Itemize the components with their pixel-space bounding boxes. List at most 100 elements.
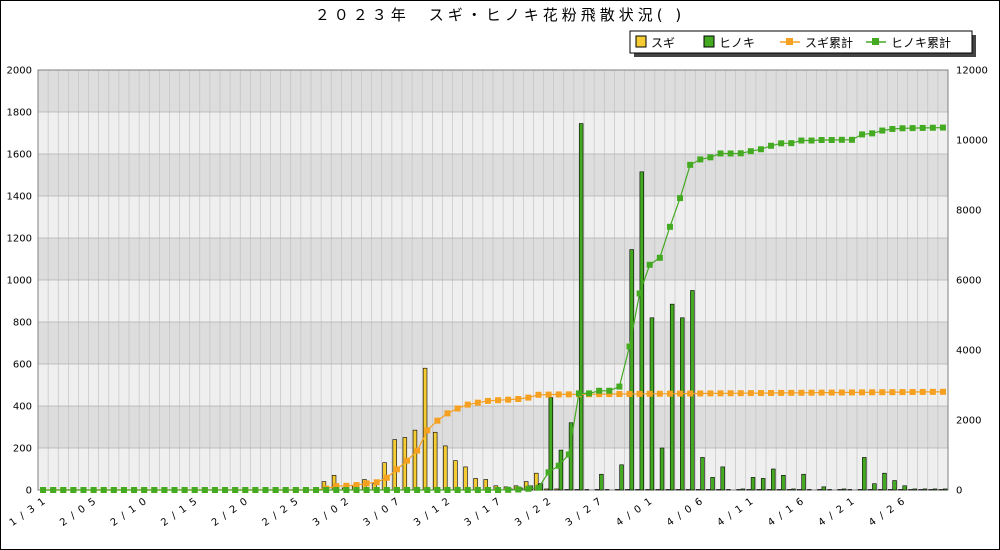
- point-hinoki-cumulative: [798, 137, 805, 144]
- bar-hinoki: [690, 290, 695, 491]
- bar-hinoki: [619, 464, 624, 491]
- bar-sugi: [746, 489, 751, 491]
- point-hinoki-cumulative: [363, 487, 370, 493]
- y-left-tick-label: 600: [13, 360, 32, 371]
- y-right-tick-label: 0: [956, 486, 962, 497]
- bar-hinoki: [882, 472, 887, 491]
- point-sugi-cumulative: [454, 405, 461, 412]
- point-hinoki-cumulative: [515, 486, 522, 493]
- legend: スギ ヒノキ スギ累計 ヒノキ累計: [629, 30, 976, 57]
- point-sugi-cumulative: [606, 391, 613, 398]
- point-hinoki-cumulative: [616, 383, 623, 390]
- bar-sugi: [817, 489, 822, 491]
- point-hinoki-cumulative: [222, 487, 229, 493]
- point-hinoki-cumulative: [393, 487, 400, 493]
- point-hinoki-cumulative: [50, 487, 57, 493]
- point-hinoki-cumulative: [313, 487, 320, 493]
- x-tick-label: 4 / 0 1: [614, 495, 655, 528]
- point-hinoki-cumulative: [727, 150, 734, 157]
- point-sugi-cumulative: [404, 457, 411, 464]
- bar-sugi: [604, 489, 610, 491]
- bar-sugi: [554, 488, 559, 491]
- x-tick-label: 3 / 2 2: [513, 495, 554, 528]
- point-hinoki-cumulative: [120, 487, 127, 493]
- point-sugi-cumulative: [393, 466, 400, 473]
- point-hinoki-cumulative: [919, 124, 926, 131]
- point-hinoki-cumulative: [353, 487, 360, 493]
- y-left-tick-label: 800: [13, 318, 32, 329]
- bar-sugi: [695, 489, 701, 491]
- point-sugi-cumulative: [697, 390, 704, 397]
- bar-hinoki: [872, 483, 877, 491]
- point-hinoki-cumulative: [737, 150, 744, 157]
- point-hinoki-cumulative: [828, 137, 835, 143]
- point-sugi-cumulative: [464, 401, 471, 408]
- point-sugi-cumulative: [363, 480, 370, 487]
- point-sugi-cumulative: [848, 389, 855, 396]
- bar-hinoki: [912, 488, 918, 491]
- point-hinoki-cumulative: [768, 142, 775, 149]
- bar-sugi: [412, 429, 418, 491]
- point-hinoki-cumulative: [636, 290, 643, 297]
- point-sugi-cumulative: [889, 389, 896, 396]
- point-sugi-cumulative: [545, 391, 552, 398]
- y-right-tick-label: 12000: [956, 66, 988, 77]
- legend-label: スギ: [651, 36, 675, 50]
- bar-hinoki: [720, 466, 725, 491]
- bar-sugi: [766, 489, 772, 491]
- y-left-tick-label: 1600: [7, 150, 32, 161]
- point-hinoki-cumulative: [484, 487, 491, 493]
- point-hinoki-cumulative: [262, 487, 269, 493]
- point-sugi-cumulative: [919, 388, 926, 395]
- bar-hinoki: [801, 473, 806, 491]
- point-hinoki-cumulative: [252, 487, 259, 493]
- point-sugi-cumulative: [646, 390, 653, 397]
- bar-hinoki: [669, 303, 675, 491]
- x-tick-label: 2 / 2 5: [260, 495, 301, 528]
- point-hinoki-cumulative: [848, 136, 855, 143]
- bar-sugi: [908, 489, 913, 491]
- y-left-tick-label: 400: [13, 402, 32, 413]
- point-hinoki-cumulative: [232, 487, 239, 493]
- point-sugi-cumulative: [828, 389, 835, 396]
- legend-label: スギ累計: [805, 35, 853, 50]
- bar-hinoki: [862, 457, 867, 491]
- point-hinoki-cumulative: [181, 487, 188, 493]
- bar-hinoki: [599, 473, 604, 491]
- point-hinoki-cumulative: [191, 487, 198, 493]
- point-hinoki-cumulative: [677, 195, 684, 202]
- x-tick-label: 3 / 1 2: [412, 495, 453, 528]
- bar-sugi: [705, 489, 711, 491]
- y-left-tick-label: 1800: [7, 108, 32, 119]
- point-sugi-cumulative: [414, 447, 421, 454]
- point-sugi-cumulative: [383, 474, 390, 481]
- legend-swatch: [703, 35, 715, 48]
- point-hinoki-cumulative: [838, 136, 845, 143]
- point-hinoki-cumulative: [40, 487, 47, 493]
- x-tick-label: 3 / 0 2: [311, 495, 352, 528]
- point-hinoki-cumulative: [808, 137, 815, 144]
- point-hinoki-cumulative: [687, 161, 694, 168]
- x-tick-label: 1 / 3 1: [8, 495, 49, 528]
- bar-hinoki: [680, 317, 685, 491]
- x-tick-label: 4 / 2 1: [817, 495, 858, 528]
- bar-hinoki: [700, 457, 705, 491]
- point-hinoki-cumulative: [525, 485, 532, 492]
- point-sugi-cumulative: [525, 394, 532, 401]
- bar-sugi: [857, 489, 863, 491]
- point-hinoki-cumulative: [70, 487, 77, 493]
- point-hinoki-cumulative: [788, 140, 795, 147]
- bar-sugi: [847, 489, 852, 491]
- point-hinoki-cumulative: [879, 127, 886, 134]
- point-sugi-cumulative: [677, 390, 684, 397]
- point-sugi-cumulative: [747, 390, 754, 397]
- point-sugi-cumulative: [707, 390, 714, 397]
- point-hinoki-cumulative: [869, 130, 876, 137]
- point-hinoki-cumulative: [464, 487, 471, 493]
- point-hinoki-cumulative: [434, 487, 441, 493]
- x-tick-label: 2 / 0 5: [58, 495, 99, 528]
- y-right-tick-label: 8000: [956, 206, 981, 217]
- point-hinoki-cumulative: [929, 124, 936, 131]
- y-right-tick-label: 4000: [956, 346, 981, 357]
